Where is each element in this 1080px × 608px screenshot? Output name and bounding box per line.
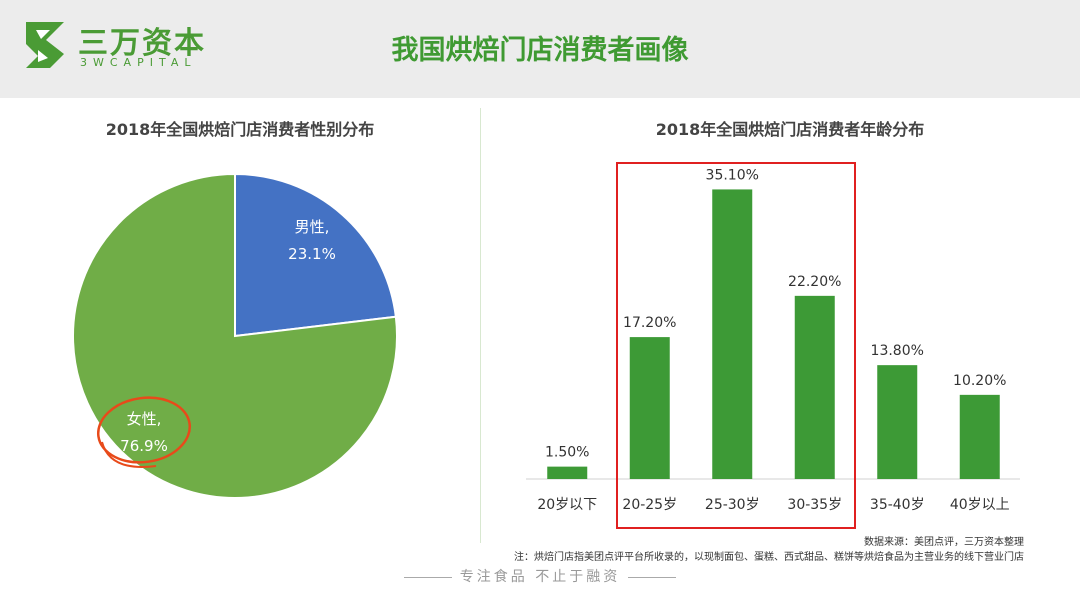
logo-text: 三万资本 <box>78 26 206 61</box>
x-tick-label-1: 20-25岁 <box>622 497 677 513</box>
x-tick-label-5: 40岁以上 <box>950 497 1010 513</box>
chart-divider <box>480 108 481 543</box>
pie-slice-female <box>72 172 398 499</box>
x-tick-label-0: 20岁以下 <box>537 497 597 513</box>
slogan-line-left <box>403 576 452 578</box>
page-title: 我国烘焙门店消费者画像 <box>391 35 689 66</box>
highlight-circle-tail <box>101 441 157 468</box>
slogan-line-right <box>628 576 677 578</box>
bar-chart-title: 2018年全国烘焙门店消费者年龄分布 <box>655 120 925 139</box>
pie-chart: 男性, 23.1% 女性, 76.9% <box>72 172 398 499</box>
header-bar: 三万资本 3WCAPITAL 我国烘焙门店消费者画像 <box>0 0 1080 98</box>
bar-data-label-2: 35.10% <box>706 167 759 183</box>
pie-chart-title: 2018年全国烘焙门店消费者性别分布 <box>105 120 375 139</box>
x-tick-label-3: 30-35岁 <box>787 497 842 513</box>
x-tick-label-2: 25-30岁 <box>705 497 760 513</box>
bar-1 <box>629 337 670 479</box>
bar-data-label-0: 1.50% <box>545 445 589 461</box>
highlight-circle <box>96 396 192 464</box>
data-source: 数据来源：美团点评，三万资本整理 <box>864 537 1024 548</box>
bar-5 <box>959 394 1000 479</box>
bar-0 <box>547 466 588 479</box>
bar-data-label-3: 22.20% <box>788 274 841 290</box>
bar-4 <box>877 365 918 479</box>
logo-subtext: 3WCAPITAL <box>80 56 197 69</box>
pie-label-female-value: 76.9% <box>120 437 168 455</box>
pie-label-male-value: 23.1% <box>288 245 336 263</box>
highlight-box <box>616 162 856 529</box>
bar-2 <box>712 189 753 480</box>
bar-chart: 1.50% 20岁以下 17.20% 20-25岁 35.10% 25-30岁 22.20%… <box>526 162 1020 529</box>
pie-label-male-name: 男性, <box>295 218 330 236</box>
x-tick-label-4: 35-40岁 <box>870 497 925 513</box>
bar-data-label-5: 10.20% <box>953 373 1006 389</box>
footnote: 注：烘焙门店指美团点评平台所收录的，以现制面包、蛋糕、西式甜品、糕饼等烘焙食品为… <box>514 552 1024 563</box>
pie-slice-male <box>234 172 397 338</box>
bar-data-label-4: 13.80% <box>871 343 924 359</box>
logo-icon <box>26 22 64 68</box>
slogan: 专注食品 不止于融资 <box>0 566 1080 586</box>
slogan-text: 专注食品 不止于融资 <box>459 569 621 585</box>
pie-label-female-name: 女性, <box>127 410 162 428</box>
bar-3 <box>794 295 835 479</box>
bar-data-label-1: 17.20% <box>623 315 676 331</box>
